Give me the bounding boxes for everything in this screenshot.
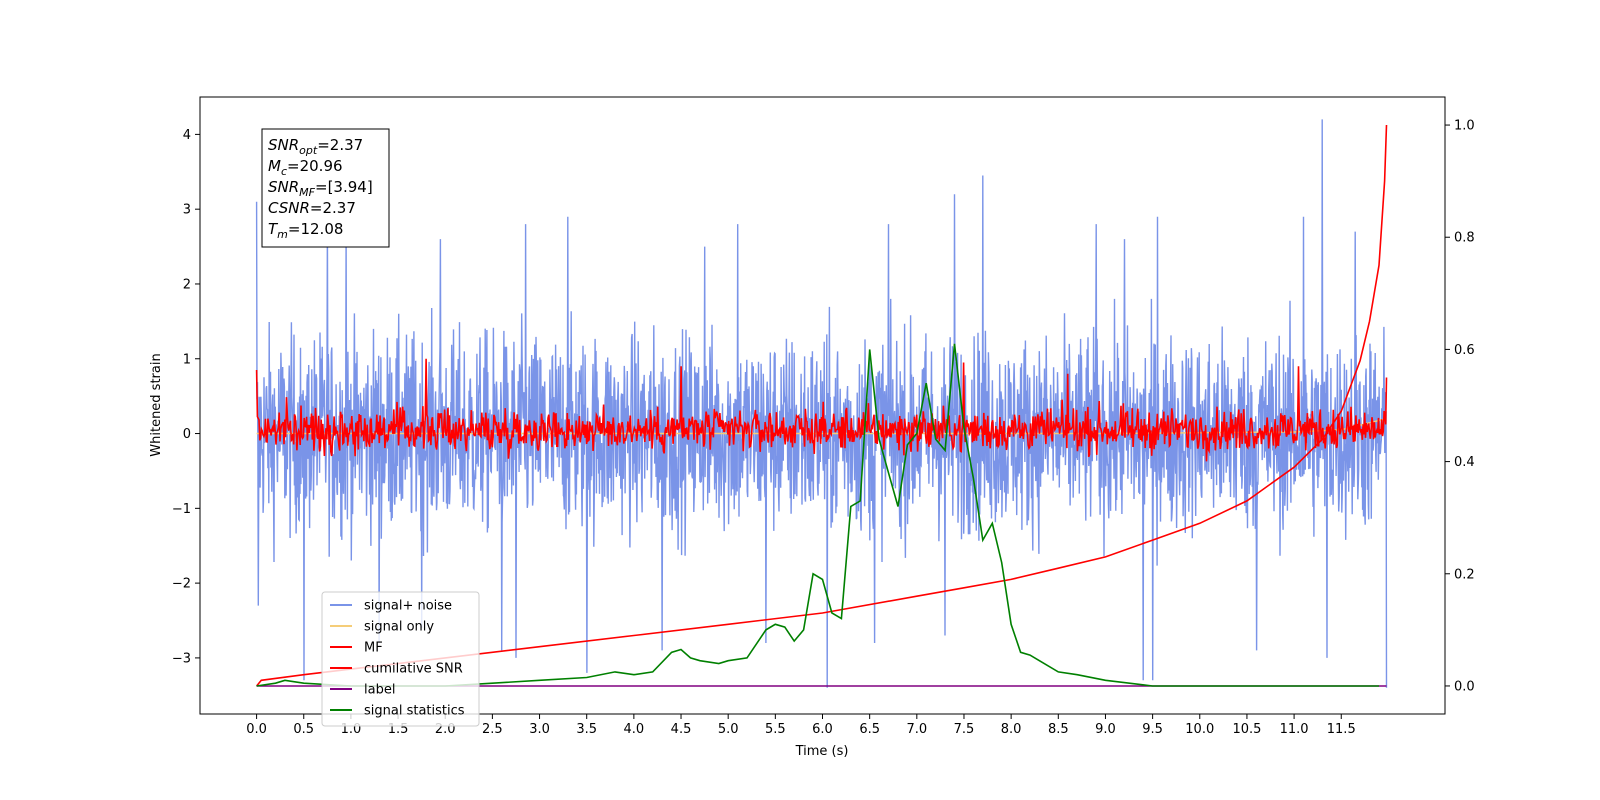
stat-tm: Tm=12.08 [268,220,343,241]
stat-snr-mf: SNRMF=[3.94] [268,178,373,199]
x-tick-label: 5.5 [765,722,786,737]
x-tick-label: 11.5 [1327,722,1356,737]
x-tick-label: 9.0 [1095,722,1116,737]
x-tick-label: 3.5 [576,722,597,737]
x-tick-label: 6.5 [859,722,880,737]
stat-snr-opt: SNRopt=2.37 [268,136,363,157]
y-axis-ticks: 4 3 2 1 0 −1 −2 −3 [172,128,200,666]
y-tick-label: −1 [172,502,191,517]
legend-label: signal statistics [364,704,465,719]
legend-label: MF [364,641,383,656]
y-tick-label: 4 [183,128,191,143]
x-tick-label: 4.5 [671,722,692,737]
y-tick-label: 0 [183,427,191,442]
x-tick-label: 10.5 [1232,722,1261,737]
x-tick-label: 0.0 [246,722,267,737]
signal-statistics-line [256,343,1379,687]
y-tick-label: −3 [172,651,191,666]
legend: signal+ noise signal only MF cumilative SNR… [321,591,480,727]
legend-label: signal only [364,620,434,635]
x-axis-label: Time (s) [795,744,849,759]
x-tick-label: 9.5 [1142,722,1163,737]
x-tick-label: 6.0 [812,722,833,737]
x-tick-label: 2.5 [482,722,503,737]
y2-tick-label: 0.6 [1454,343,1475,358]
y2-axis-ticks: 1.0 0.8 0.6 0.4 0.2 0.0 [1445,119,1475,694]
mf-line [255,358,1388,462]
x-tick-label: 8.0 [1001,722,1022,737]
stat-mc: Mc=20.96 [268,157,343,178]
legend-label: cumilative SNR [364,662,463,677]
y2-tick-label: 0.2 [1454,567,1475,582]
y2-tick-label: 1.0 [1454,119,1475,134]
legend-box [321,591,480,727]
y-tick-label: 1 [183,352,191,367]
y-tick-label: 2 [183,277,191,292]
y2-tick-label: 0.8 [1454,231,1475,246]
x-tick-label: 10.0 [1185,722,1214,737]
stats-box: SNRopt=2.37 Mc=20.96 SNRMF=[3.94] CSNR=2… [261,128,390,248]
stat-csnr: CSNR=2.37 [268,199,356,217]
x-tick-label: 8.5 [1048,722,1069,737]
y2-tick-label: 0.0 [1454,679,1475,694]
y-tick-label: −2 [172,577,191,592]
legend-label: signal+ noise [364,599,452,614]
y2-tick-label: 0.4 [1454,455,1475,470]
legend-label: label [364,683,395,698]
x-tick-label: 5.0 [718,722,739,737]
x-tick-label: 4.0 [624,722,645,737]
x-tick-label: 3.0 [529,722,550,737]
y-axis-label: Whitened strain [149,353,164,456]
y-tick-label: 3 [183,203,191,218]
x-tick-label: 7.0 [906,722,927,737]
x-tick-label: 0.5 [293,722,314,737]
x-tick-label: 7.5 [954,722,975,737]
x-tick-label: 11.0 [1280,722,1309,737]
